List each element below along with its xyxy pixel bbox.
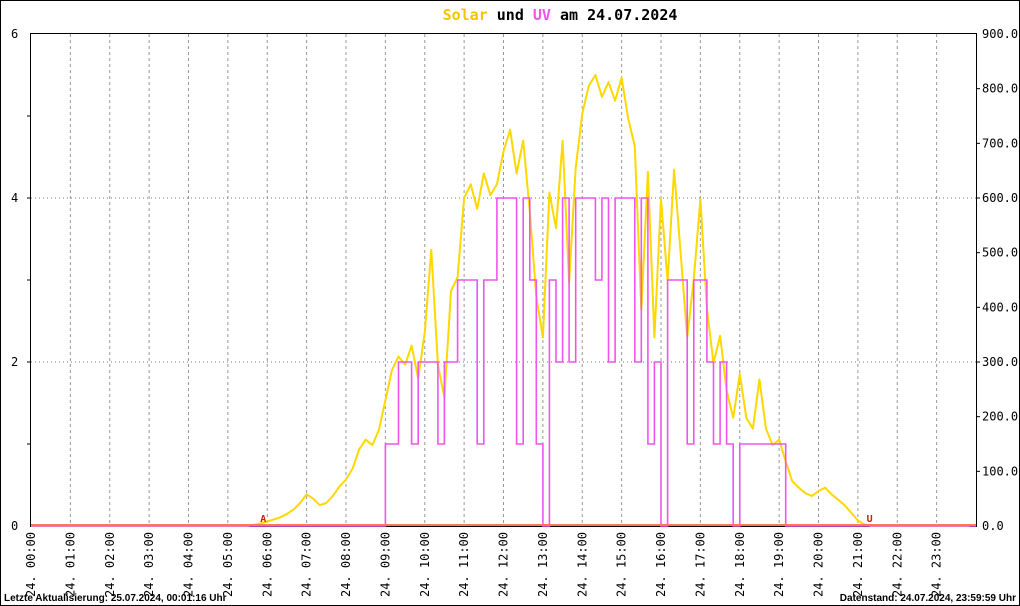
x-tick-label: 24. 16:00 [654,532,668,597]
plot-svg: A U 6 4 2 0 900.0 800.0 700.0 600.0 500.0 400.0 300.… [11,27,1018,597]
x-tick-label: 24. 18:00 [733,532,747,597]
right-axis-label: 100.0 [982,464,1018,478]
right-axis-label: 700.0 [982,136,1018,150]
title-part: und [487,6,533,24]
x-tick-label: 24. 02:00 [103,532,117,597]
last-update-text: Letzte Aktualisierung: 25.07.2024, 00:01… [4,593,227,604]
right-axis-label: 200.0 [982,410,1018,424]
plot-area: A U 6 4 2 0 900.0 800.0 700.0 600.0 500.0 400.0 300.… [11,27,1018,597]
x-tick-label: 24. 04:00 [182,532,196,597]
solar-line [31,74,970,527]
sun-marker-u: U [867,514,873,525]
x-tick-label: 24. 00:00 [24,532,38,597]
x-tick-label: 24. 05:00 [221,532,235,597]
right-axis-label: 500.0 [982,246,1018,260]
x-tick-label: 24. 14:00 [575,532,589,597]
x-tick-label: 24. 01:00 [63,532,77,597]
left-axis-label: 4 [11,191,18,205]
x-tick-label: 24. 08:00 [339,532,353,597]
x-tick-label: 24. 12:00 [497,532,511,597]
right-axis-label: 600.0 [982,191,1018,205]
x-tick-label: 24. 09:00 [378,532,392,597]
x-tick-label: 24. 13:00 [536,532,550,597]
sun-marker-a: A [260,514,266,525]
x-tick-label: 24. 20:00 [812,532,826,597]
x-tick-label: 24. 10:00 [418,532,432,597]
right-axis-label: 400.0 [982,300,1018,314]
data-timestamp-text: Datenstand: 24.07.2024, 23:59:59 Uhr [839,593,1016,604]
chart-title: Solar und UV am 24.07.2024 [101,6,1019,24]
title-part: am 24.07.2024 [550,6,678,24]
left-axis-label: 0 [11,519,18,533]
x-tick-label: 24. 03:00 [142,532,156,597]
x-tick-label: 24. 23:00 [930,532,944,597]
x-tick-label: 24. 11:00 [457,532,471,597]
x-tick-label: 24. 17:00 [693,532,707,597]
right-axis-label: 800.0 [982,82,1018,96]
x-tick-label: 24. 22:00 [890,532,904,597]
x-tick-label: 24. 07:00 [300,532,314,597]
right-axis-label: 300.0 [982,355,1018,369]
x-tick-label: 24. 19:00 [772,532,786,597]
x-tick-label: 24. 21:00 [851,532,865,597]
right-axis-label: 900.0 [982,27,1018,41]
title-part: Solar [442,6,488,24]
left-axis-label: 6 [11,27,18,41]
left-axis-label: 2 [11,355,18,369]
x-tick-label: 24. 06:00 [260,532,274,597]
title-part: UV [532,6,551,24]
x-tick-label: 24. 15:00 [615,532,629,597]
right-axis-label: 0.0 [982,519,1004,533]
